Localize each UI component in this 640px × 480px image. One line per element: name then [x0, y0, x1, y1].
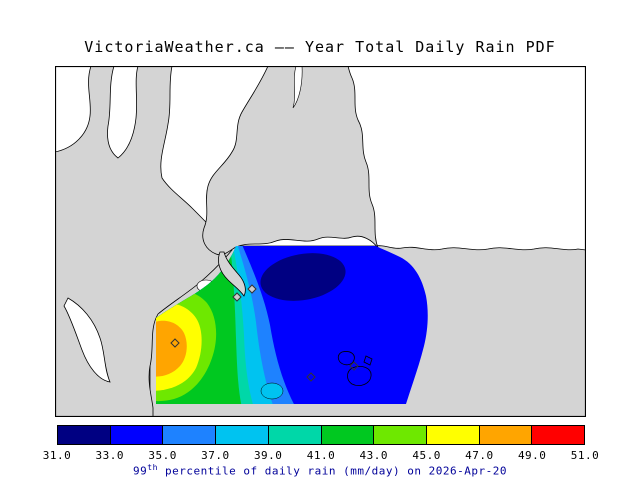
colorbar-segment: [479, 426, 533, 444]
colorbar-tick: 35.0: [148, 449, 177, 462]
contour-min-blob: [260, 253, 346, 301]
inlet-bottom-left: [63, 297, 111, 383]
inlet-top-center: [292, 65, 303, 109]
colorbar-tick: 49.0: [517, 449, 547, 462]
caption-rest: percentile of daily rain (mm/day) on 202…: [157, 464, 507, 478]
station-marker-bay-2: [247, 284, 257, 294]
caption: 99th percentile of daily rain (mm/day) o…: [0, 463, 640, 478]
colorbar-segment: [216, 426, 269, 444]
colorbar-tick: 41.0: [306, 449, 336, 462]
colorbar-segment: [110, 426, 164, 444]
island-outline-2: [347, 366, 372, 386]
caption-superscript: th: [147, 463, 158, 472]
colorbar-segment: [426, 426, 480, 444]
map-frame: [54, 65, 587, 418]
colorbar-tick: 37.0: [201, 449, 230, 462]
peninsula-overlay: [218, 251, 246, 297]
colorbar-tick: 47.0: [465, 449, 494, 462]
colorbar-segment: [268, 426, 322, 444]
station-marker-bay-1: [232, 292, 242, 302]
colorbar-segment: [163, 426, 217, 444]
station-marker-south-1: [306, 372, 316, 382]
page-title: VictoriaWeather.ca –– Year Total Daily R…: [84, 38, 556, 56]
colorbar-segment: [321, 426, 375, 444]
land-top-center: [202, 65, 379, 256]
map-area: [54, 65, 587, 418]
station-marker-south-2: [349, 361, 359, 371]
colorbar-segment: [58, 426, 111, 444]
colorbar-tick: 45.0: [412, 449, 441, 462]
contour-cyan-pocket: [260, 382, 284, 400]
caption-prefix: 99: [133, 464, 148, 478]
colorbar-tick: 43.0: [359, 449, 389, 462]
colorbar-tick: 33.0: [95, 449, 125, 462]
colorbar-tick: 31.0: [42, 449, 72, 462]
land-vancouver-island: [54, 65, 233, 418]
station-marker-west: [170, 338, 180, 348]
colorbar-tick: 51.0: [570, 449, 600, 462]
colorbar-segment: [374, 426, 427, 444]
contour-max-blob: [156, 320, 187, 377]
colorbar: [57, 425, 585, 445]
island-outline-1: [337, 351, 355, 366]
island-outline-3: [363, 355, 373, 366]
weather-map: [54, 65, 587, 418]
colorbar-tick: 39.0: [253, 449, 283, 462]
colorbar-segment: [532, 426, 585, 444]
